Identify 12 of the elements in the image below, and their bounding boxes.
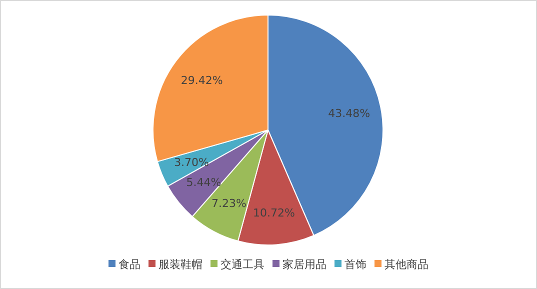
legend-label: 其他商品 [384, 258, 428, 271]
data-label: 10.72% [253, 206, 295, 220]
legend-label: 服装鞋帽 [158, 258, 202, 271]
data-label: 5.44% [186, 176, 222, 190]
data-label: 43.48% [328, 107, 370, 120]
legend-label: 家居用品 [282, 258, 326, 271]
data-label: 29.42% [180, 74, 223, 88]
legend-label: 首饰 [344, 258, 366, 271]
legend-label: 交通工具 [220, 258, 264, 271]
data-label: 3.70% [174, 156, 210, 169]
data-label: 7.23% [211, 197, 246, 210]
legend-label: 食品 [118, 258, 140, 271]
